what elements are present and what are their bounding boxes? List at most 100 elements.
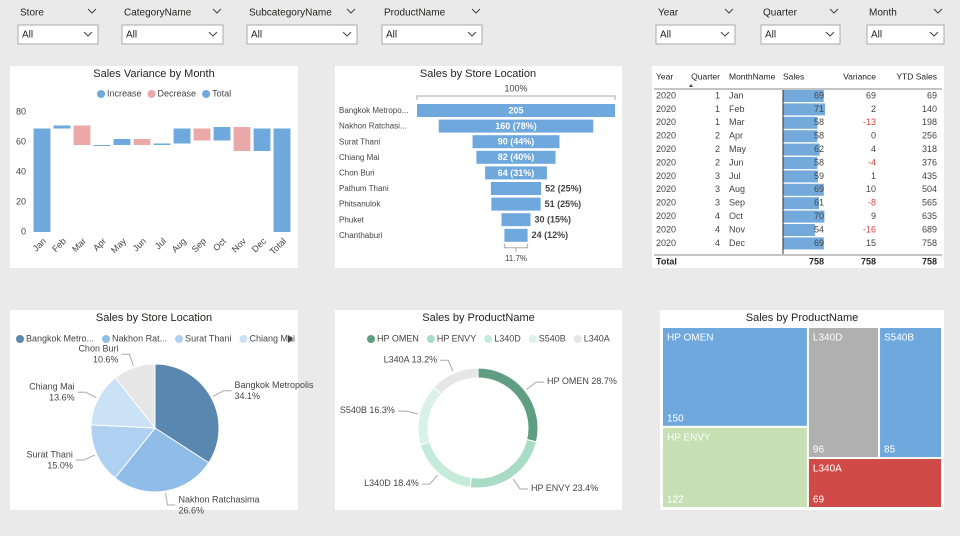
table-cell: 69 xyxy=(814,184,824,194)
slicer[interactable]: ProductName All xyxy=(381,8,483,45)
slicer-box[interactable] xyxy=(866,24,945,45)
legend-marker xyxy=(97,90,105,98)
table-cell: Feb xyxy=(729,104,745,114)
legend-marker xyxy=(239,335,248,343)
legend-scroll-arrow[interactable] xyxy=(288,335,293,343)
leader-line xyxy=(512,478,528,490)
slicer-chevron xyxy=(208,31,218,37)
data-bar xyxy=(783,116,818,129)
legend-label: S540B xyxy=(539,333,566,343)
chart-title: Sales by Store Location xyxy=(96,312,212,324)
slicer[interactable]: SubcategoryName All xyxy=(246,8,358,45)
data-label-name: Chon Buri xyxy=(78,344,118,354)
table-cell: 2020 xyxy=(656,104,676,114)
legend-marker xyxy=(202,90,211,98)
table-cell: 69 xyxy=(814,90,824,100)
table-cell: 435 xyxy=(922,171,937,181)
category-label: Nakhon Ratchasi... xyxy=(339,122,407,131)
pie-slice xyxy=(114,427,210,493)
table-cell: 58 xyxy=(814,157,824,167)
data-label-name: HP ENVY xyxy=(531,483,570,493)
data-bar xyxy=(783,237,824,250)
funnel-bar xyxy=(491,197,541,211)
funnel-bar xyxy=(417,104,615,117)
slicer-value: All xyxy=(251,30,262,41)
slicer-chevron xyxy=(829,8,839,14)
column-header[interactable]: Year xyxy=(656,71,673,81)
slicer-label: CategoryName xyxy=(124,8,192,19)
category-label: Phitsanulok xyxy=(339,200,381,209)
slicer-value: All xyxy=(22,30,33,41)
funnel-bar xyxy=(485,166,547,180)
legend-label: Increase xyxy=(107,88,142,98)
slicer-box[interactable] xyxy=(121,24,224,45)
data-bar xyxy=(783,170,818,183)
column-header[interactable]: Variance xyxy=(843,71,876,81)
panel xyxy=(335,310,622,510)
slicer[interactable]: Store All xyxy=(17,8,99,45)
slicer-chevron xyxy=(929,31,939,37)
table-cell: 4 xyxy=(715,211,720,221)
funnel-bottom-label: 11.7% xyxy=(505,254,527,263)
column-header[interactable]: YTD Sales xyxy=(896,71,937,81)
slicer-box[interactable] xyxy=(655,24,736,45)
bar xyxy=(253,128,271,151)
legend-marker xyxy=(102,335,111,343)
y-tick-label: 20 xyxy=(16,196,26,206)
column-header[interactable]: Sales xyxy=(783,71,804,81)
slicer-chevron xyxy=(212,8,222,14)
table-cell: Mar xyxy=(729,117,745,127)
column-header[interactable]: MonthName xyxy=(729,71,776,81)
column-header[interactable]: Quarter xyxy=(691,71,720,81)
slicer-box[interactable] xyxy=(381,24,483,45)
table-cell: 318 xyxy=(922,144,937,154)
tile-label: HP OMEN xyxy=(667,333,714,344)
legend-label: HP OMEN xyxy=(377,333,419,343)
slicer-box[interactable] xyxy=(246,24,358,45)
category-label: Pathum Thani xyxy=(339,184,389,193)
legend-marker xyxy=(573,335,582,343)
table-cell: 1 xyxy=(715,117,720,127)
slicer[interactable]: CategoryName All xyxy=(121,8,224,45)
table-cell: Oct xyxy=(729,211,744,221)
table-cell: 4 xyxy=(871,144,876,154)
table-cell: 69 xyxy=(866,90,876,100)
data-label-value: 26.6% xyxy=(178,505,204,515)
legend-label: Chiang Mai xyxy=(249,333,295,343)
table-cell: Jun xyxy=(729,157,744,167)
table-cell: 140 xyxy=(922,104,937,114)
chart-title: Sales by Store Location xyxy=(420,68,536,80)
slicer-value: All xyxy=(386,30,397,41)
table-cell: 58 xyxy=(814,131,824,141)
table-cell: Dec xyxy=(729,238,746,248)
funnel-bar xyxy=(472,135,560,149)
y-tick-label: 60 xyxy=(16,136,26,146)
bar xyxy=(193,128,211,141)
slicer[interactable]: Quarter All xyxy=(760,8,841,45)
data-label: 64 (31%) xyxy=(498,168,535,178)
data-bar xyxy=(783,157,818,169)
slicer[interactable]: Month All xyxy=(866,8,945,45)
data-label-name: L340A xyxy=(384,355,410,365)
slicer[interactable]: Year All xyxy=(655,8,736,45)
table-cell: May xyxy=(729,144,747,154)
slicer-box[interactable] xyxy=(17,24,99,45)
table-cell: 2 xyxy=(715,131,720,141)
table-cell: 2 xyxy=(715,144,720,154)
table-cell: 69 xyxy=(927,90,937,100)
slicer-value: All xyxy=(871,30,882,41)
legend-label: Nakhon Rat... xyxy=(112,333,167,343)
leader-line xyxy=(77,391,97,399)
table-cell: 1 xyxy=(871,171,876,181)
table-cell: 0 xyxy=(871,131,876,141)
legend-label: L340A xyxy=(584,333,610,343)
slicer-box[interactable] xyxy=(760,24,841,45)
category-label: Chanthaburi xyxy=(339,231,383,240)
table-cell: 2020 xyxy=(656,211,676,221)
table-cell: 62 xyxy=(814,144,824,154)
table-cell: Jan xyxy=(729,90,744,100)
table-cell: 1 xyxy=(715,104,720,114)
table-cell: Jul xyxy=(729,171,741,181)
slicer-chevron xyxy=(471,8,481,14)
leader-line xyxy=(421,474,438,485)
